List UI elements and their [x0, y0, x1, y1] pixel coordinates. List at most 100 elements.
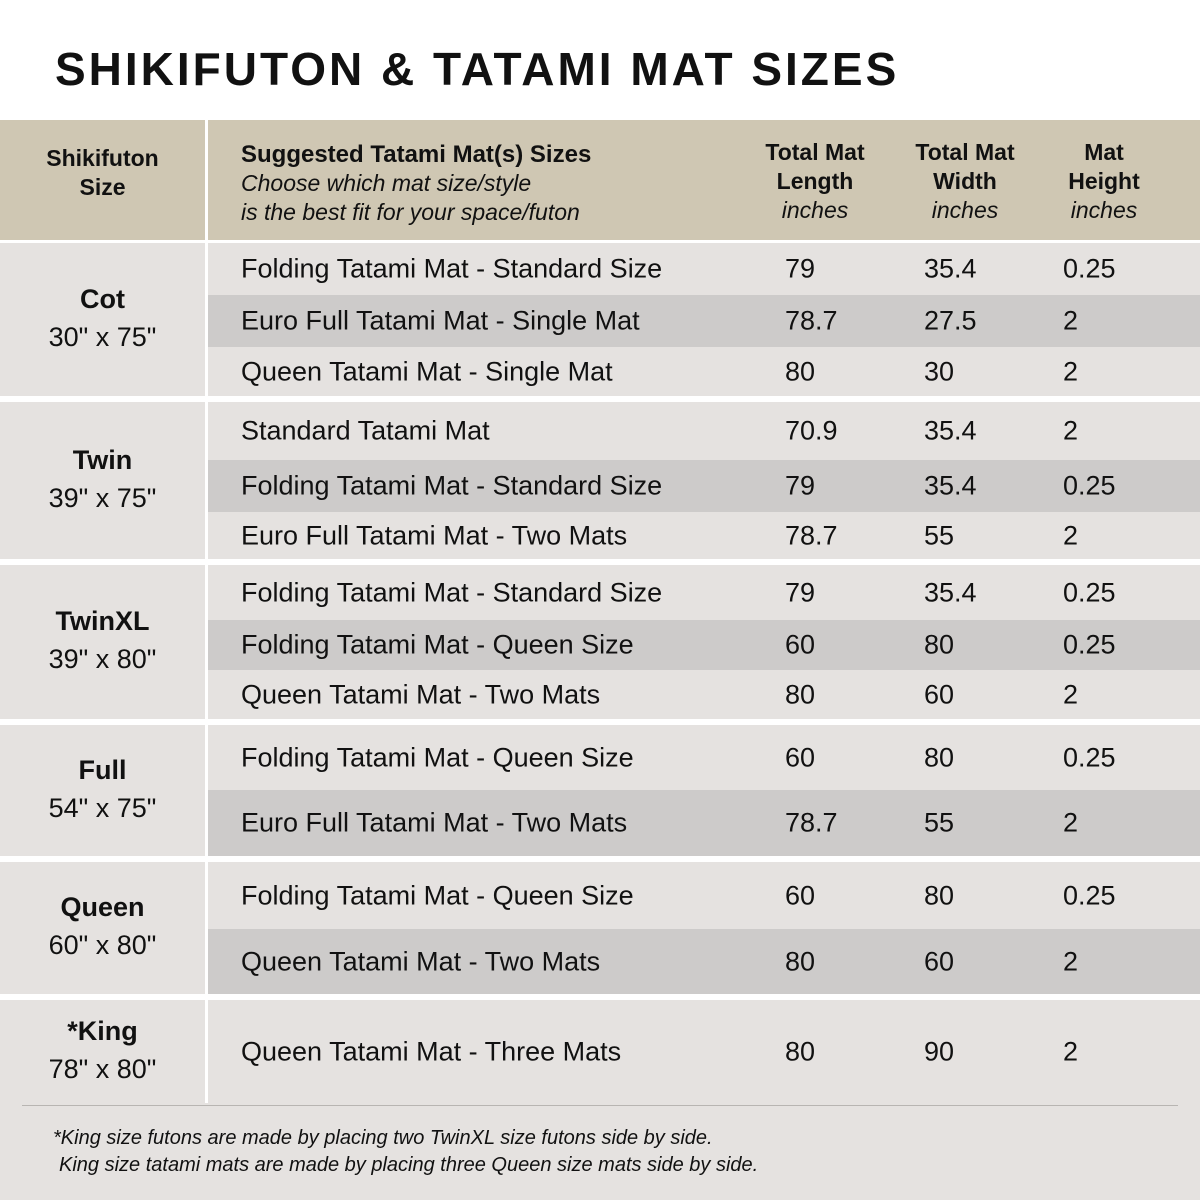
mat-width: 80	[924, 629, 955, 660]
futon-size-dims: 60" x 80"	[48, 930, 157, 960]
divider	[22, 1105, 1178, 1106]
size-group: Full 54" x 75" Folding Tatami Mat - Queen…	[0, 725, 1200, 856]
table-row: Folding Tatami Mat - Queen Size 60 80 0.…	[208, 620, 1200, 670]
futon-size-dims: 39" x 80"	[48, 644, 157, 674]
mat-name: Folding Tatami Mat - Standard Size	[241, 253, 663, 284]
mat-width: 80	[924, 742, 955, 772]
header-mat-title: Suggested Tatami Mat(s) Sizes	[241, 141, 592, 168]
page-title: SHIKIFUTON & TATAMI MAT SIZES	[55, 43, 900, 95]
h: Height	[1068, 168, 1140, 194]
mat-name: Queen Tatami Mat - Single Mat	[241, 356, 613, 386]
column-divider	[205, 565, 208, 719]
header-height: Mat Height inches	[1034, 138, 1174, 225]
mat-name: Folding Tatami Mat - Standard Size	[241, 577, 663, 607]
mat-length: 80	[785, 356, 816, 386]
mat-height: 2	[1063, 679, 1079, 709]
mat-width: 90	[924, 1036, 955, 1066]
mat-length: 80	[785, 1036, 816, 1066]
mat-width: 35.4	[924, 415, 977, 446]
mat-name: Queen Tatami Mat - Two Mats	[241, 679, 601, 709]
header-column-divider	[205, 120, 208, 240]
mat-width: 60	[924, 679, 955, 709]
column-divider	[205, 862, 208, 994]
futon-size-dims: 78" x 80"	[48, 1053, 157, 1084]
table-row: Euro Full Tatami Mat - Two Mats 78.7 55 …	[208, 790, 1200, 856]
futon-size: TwinXL 39" x 80"	[0, 602, 205, 678]
futon-size: *King 78" x 80"	[0, 1012, 205, 1088]
futon-size-name: Queen	[60, 892, 145, 922]
header-mat: Suggested Tatami Mat(s) Sizes Choose whic…	[241, 140, 591, 227]
header-length: Total Mat Length inches	[745, 138, 885, 225]
table-row: Queen Tatami Mat - Three Mats 80 90 2	[208, 1000, 1200, 1103]
header-size-line2: Size	[79, 174, 126, 200]
mat-height: 2	[1063, 1036, 1079, 1066]
futon-size-name: Full	[78, 754, 127, 785]
mat-height: 0.25	[1063, 880, 1116, 910]
mat-width: 30	[924, 356, 955, 386]
mat-width: 27.5	[924, 305, 977, 336]
mat-name: Euro Full Tatami Mat - Two Mats	[241, 807, 628, 838]
footnote-line1: *King size futons are made by placing tw…	[53, 1127, 713, 1149]
h: Total Mat	[915, 139, 1015, 165]
column-divider	[205, 1000, 208, 1103]
footnote-line2: King size tatami mats are made by placin…	[59, 1154, 759, 1176]
mat-width: 35.4	[924, 470, 977, 501]
futon-size-name: Cot	[80, 283, 125, 314]
table-row: Queen Tatami Mat - Single Mat 80 30 2	[208, 347, 1200, 396]
table-row: Folding Tatami Mat - Standard Size 79 35…	[208, 460, 1200, 512]
futon-size-name: TwinXL	[55, 606, 150, 636]
header-size-line1: Shikifuton	[46, 145, 159, 171]
futon-size: Full 54" x 75"	[0, 751, 205, 827]
table-header: Shikifuton Size Suggested Tatami Mat(s) S…	[0, 120, 1200, 240]
h: inches	[1070, 197, 1138, 223]
mat-name: Standard Tatami Mat	[241, 415, 490, 446]
table-row: Queen Tatami Mat - Two Mats 80 60 2	[208, 670, 1200, 719]
mat-name: Queen Tatami Mat - Three Mats	[241, 1036, 622, 1066]
mat-name: Folding Tatami Mat - Standard Size	[241, 470, 663, 501]
mat-height: 2	[1063, 356, 1079, 386]
table-row: Euro Full Tatami Mat - Single Mat 78.7 2…	[208, 295, 1200, 347]
size-group: Twin 39" x 75" Standard Tatami Mat 70.9 3…	[0, 402, 1200, 559]
mat-width: 55	[924, 807, 955, 838]
mat-length: 80	[785, 679, 816, 709]
futon-size-dims: 30" x 75"	[48, 321, 157, 352]
mat-length: 60	[785, 880, 816, 910]
table-row: Standard Tatami Mat 70.9 35.4 2	[208, 402, 1200, 460]
table-row: Folding Tatami Mat - Queen Size 60 80 0.…	[208, 862, 1200, 929]
mat-height: 2	[1063, 807, 1079, 838]
mat-length: 70.9	[785, 415, 838, 446]
mat-height: 0.25	[1063, 253, 1116, 284]
futon-size-name: Twin	[72, 444, 133, 475]
mat-width: 55	[924, 520, 955, 550]
mat-width: 80	[924, 880, 955, 910]
mat-height: 2	[1063, 305, 1079, 336]
h: Width	[933, 168, 997, 194]
mat-length: 78.7	[785, 807, 838, 838]
h: Total Mat	[765, 139, 865, 165]
mat-height: 0.25	[1063, 577, 1116, 607]
size-group: TwinXL 39" x 80" Folding Tatami Mat - Sta…	[0, 565, 1200, 719]
mat-name: Euro Full Tatami Mat - Two Mats	[241, 520, 628, 550]
mat-length: 79	[785, 253, 816, 284]
mat-height: 2	[1063, 520, 1079, 550]
mat-length: 79	[785, 577, 816, 607]
table-row: Queen Tatami Mat - Two Mats 80 60 2	[208, 929, 1200, 994]
mat-width: 35.4	[924, 577, 977, 607]
mat-width: 60	[924, 946, 955, 976]
futon-size-name: *King	[67, 1015, 138, 1046]
h: inches	[781, 197, 849, 223]
mat-length: 60	[785, 742, 816, 772]
futon-size: Twin 39" x 75"	[0, 441, 205, 517]
header-mat-sub1: Choose which mat size/style	[241, 170, 532, 196]
table-row: Euro Full Tatami Mat - Two Mats 78.7 55 …	[208, 512, 1200, 559]
column-divider	[205, 243, 208, 396]
size-group: *King 78" x 80" Queen Tatami Mat - Three …	[0, 1000, 1200, 1103]
mat-name: Queen Tatami Mat - Two Mats	[241, 946, 601, 976]
size-group: Cot 30" x 75" Folding Tatami Mat - Standa…	[0, 243, 1200, 396]
futon-size: Cot 30" x 75"	[0, 280, 205, 356]
table-row: Folding Tatami Mat - Standard Size 79 35…	[208, 243, 1200, 295]
header-size: Shikifuton Size	[0, 144, 205, 202]
h: Mat	[1084, 139, 1124, 165]
mat-name: Folding Tatami Mat - Queen Size	[241, 629, 634, 660]
mat-name: Folding Tatami Mat - Queen Size	[241, 880, 634, 910]
